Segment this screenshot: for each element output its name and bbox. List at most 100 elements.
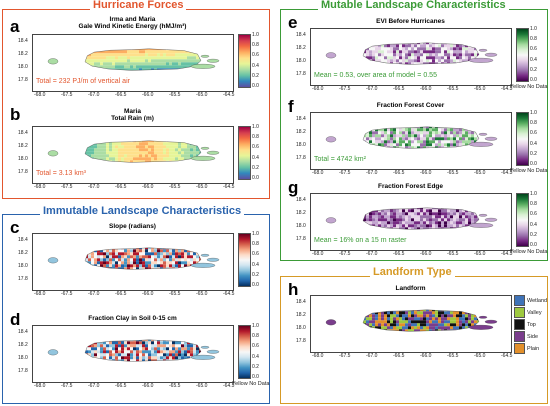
x-tick-g: -66.5 — [393, 251, 405, 257]
x-tick-e: -67.5 — [339, 86, 351, 92]
colorbar-tick-b: 0.2 — [252, 164, 259, 171]
x-tick-c: -64.5 — [223, 291, 235, 297]
x-tick-h: -65.0 — [474, 353, 486, 359]
panel-letter-e: e — [288, 13, 298, 32]
y-tick-b: 17.8 — [18, 169, 28, 175]
y-tick-d: 17.8 — [18, 368, 28, 374]
y-tick-a: 18.2 — [18, 51, 28, 57]
colorbar-tick-c: 0.6 — [252, 251, 259, 258]
x-tick-e: -64.5 — [501, 86, 513, 92]
x-tick-d: -67.5 — [61, 383, 73, 389]
small-island-3 — [200, 55, 210, 58]
colorbar-tick-c: 0.0 — [252, 282, 259, 288]
x-tick-c: -66.0 — [142, 291, 154, 297]
y-tick-f: 18.2 — [296, 129, 306, 135]
x-tick-c: -68.0 — [34, 291, 46, 297]
legend-item-valley: Valley — [514, 307, 542, 318]
colorbar-g — [516, 193, 529, 247]
colorbar-tick-b: 0.4 — [252, 154, 259, 161]
colorbar-tick-f: 0.0 — [530, 161, 537, 167]
legend-item-side: Side — [514, 331, 538, 342]
nodata-label-f: Yellow No Data — [510, 168, 548, 174]
x-tick-a: -67.0 — [88, 92, 100, 98]
legend-item-wetland: Wetland — [514, 295, 547, 306]
panel-annotation-b: Total = 3.13 km³ — [36, 170, 86, 177]
y-tick-f: 18.0 — [296, 142, 306, 148]
map-b — [47, 140, 220, 163]
legend-label: Valley — [527, 309, 542, 316]
small-island-3 — [478, 316, 488, 319]
map-e — [325, 42, 498, 65]
island-outline — [84, 140, 202, 163]
colorbar-tick-g: 0.8 — [530, 201, 537, 208]
small-island-0 — [47, 58, 59, 65]
colorbar-tick-a: 0.0 — [252, 83, 259, 89]
panel-h: h Landform 18.4 18.2 18.0 17.8 -68.0 -67.5 -67.0… — [288, 281, 547, 363]
y-tick-d: 18.4 — [18, 329, 28, 335]
small-island-0 — [325, 52, 337, 59]
panel-title-d: Fraction Clay in Soil 0-15 cm — [88, 315, 177, 322]
legend-swatch-top — [514, 319, 525, 330]
panel-title-b: Maria Total Rain (m) — [111, 108, 154, 123]
small-island-1 — [190, 63, 216, 69]
small-island-3 — [478, 214, 488, 217]
legend-label: Plain — [527, 345, 540, 352]
x-tick-f: -64.5 — [501, 170, 513, 176]
colorbar-a — [238, 34, 251, 88]
y-tick-h: 17.8 — [296, 338, 306, 344]
x-tick-h: -67.0 — [366, 353, 378, 359]
x-tick-b: -66.0 — [142, 184, 154, 190]
colorbar-tick-a: 1.0 — [252, 32, 259, 38]
colorbar-tick-g: 0.4 — [530, 221, 537, 228]
panel-title-a: Irma and Maria Gale Wind Kinetic Energy (… — [78, 16, 187, 31]
small-island-3 — [200, 147, 210, 150]
x-tick-e: -65.5 — [447, 86, 459, 92]
y-tick-e: 18.0 — [296, 58, 306, 64]
x-tick-f: -67.5 — [339, 170, 351, 176]
colorbar-tick-d: 0.0 — [252, 374, 259, 380]
colorbar-tick-d: 0.2 — [252, 363, 259, 370]
colorbar-tick-g: 1.0 — [530, 191, 537, 197]
x-tick-g: -68.0 — [312, 251, 324, 257]
colorbar-tick-g: 0.0 — [530, 242, 537, 248]
small-island-0 — [325, 217, 337, 224]
panel-letter-b: b — [10, 105, 21, 124]
y-tick-b: 18.2 — [18, 143, 28, 149]
x-tick-b: -67.5 — [61, 184, 73, 190]
panel-a: a Irma and Maria Gale Wind Kinetic Energy … — [10, 16, 268, 98]
x-tick-e: -66.0 — [420, 86, 432, 92]
x-tick-h: -65.5 — [447, 353, 459, 359]
x-tick-h: -64.5 — [501, 353, 513, 359]
x-tick-f: -65.5 — [447, 170, 459, 176]
y-tick-d: 18.0 — [18, 355, 28, 361]
y-tick-e: 18.4 — [296, 32, 306, 38]
island-outline — [84, 339, 202, 362]
small-island-3 — [200, 346, 210, 349]
nodata-label-e: Yellow No Data — [510, 84, 548, 90]
x-tick-a: -65.0 — [196, 92, 208, 98]
x-tick-h: -67.5 — [339, 353, 351, 359]
nodata-label-g: Yellow No Data — [510, 249, 548, 255]
legend-label: Wetland — [527, 297, 548, 304]
y-tick-f: 18.4 — [296, 116, 306, 122]
legend-swatch-plain — [514, 343, 525, 354]
x-tick-b: -65.0 — [196, 184, 208, 190]
panel-letter-a: a — [10, 17, 20, 36]
colorbar-tick-c: 0.4 — [252, 261, 259, 268]
panel-annotation-g: Mean = 16% on a 15 m raster — [314, 237, 407, 244]
legend-swatch-valley — [514, 307, 525, 318]
island-outline — [362, 126, 480, 149]
x-tick-c: -67.5 — [61, 291, 73, 297]
map-h — [325, 309, 498, 332]
y-tick-b: 18.4 — [18, 130, 28, 136]
small-island-2 — [206, 257, 220, 262]
y-tick-g: 18.4 — [296, 197, 306, 203]
y-tick-e: 17.8 — [296, 71, 306, 77]
landform-section-title: Landform Type — [370, 266, 455, 278]
island-outline — [362, 207, 480, 230]
y-tick-c: 18.4 — [18, 237, 28, 243]
x-tick-a: -66.0 — [142, 92, 154, 98]
map-c — [47, 247, 220, 270]
colorbar-tick-c: 1.0 — [252, 231, 259, 237]
legend-label: Top — [527, 321, 536, 328]
